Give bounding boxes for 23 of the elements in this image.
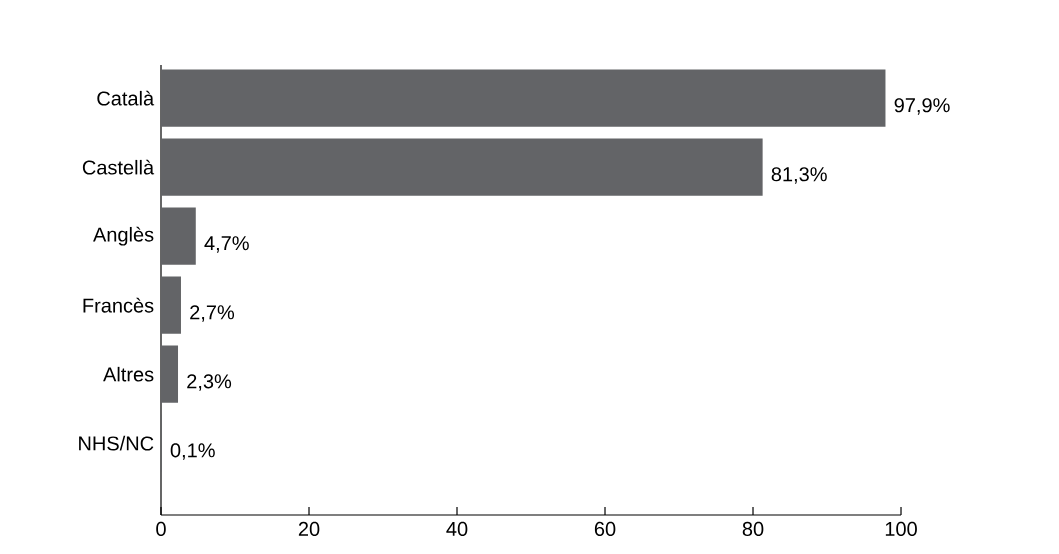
y-tick-label: Castellà	[82, 159, 155, 175]
y-tick-label: Francès	[83, 297, 154, 313]
y-tick-label: NHS/NC	[79, 435, 154, 451]
x-tick-label: 20	[298, 521, 320, 537]
data-label: 2,7%	[190, 305, 235, 322]
x-tick-label: 0	[156, 521, 166, 537]
data-label: 2,3%	[187, 374, 232, 391]
data-label: 0,1%	[170, 443, 215, 460]
bar	[161, 69, 886, 127]
bar	[161, 207, 196, 265]
bar	[161, 138, 763, 196]
y-tick-label: Altres	[103, 366, 154, 382]
data-label: 81,3%	[771, 167, 827, 184]
bar	[161, 276, 181, 334]
x-tick-label: 40	[446, 521, 468, 537]
x-tick-label: 80	[742, 521, 764, 537]
y-tick-label: Català	[97, 90, 155, 106]
bar	[161, 345, 179, 403]
y-tick-label: Anglès	[93, 226, 154, 246]
data-label: 4,7%	[204, 236, 249, 253]
data-label: 97,9%	[894, 98, 950, 115]
x-tick-label: 100	[885, 521, 917, 537]
x-tick-label: 60	[594, 521, 616, 537]
